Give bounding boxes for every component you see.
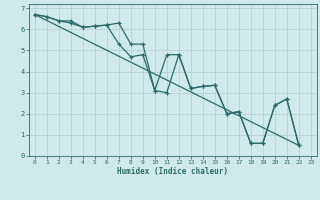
X-axis label: Humidex (Indice chaleur): Humidex (Indice chaleur) (117, 167, 228, 176)
